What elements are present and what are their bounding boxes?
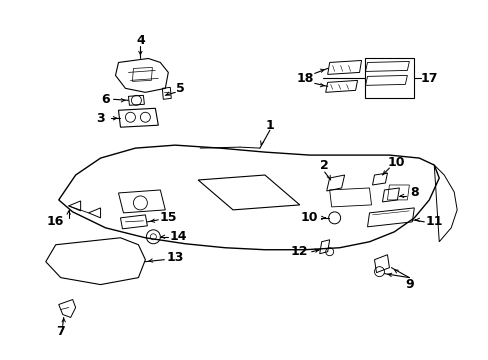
Text: 1: 1 bbox=[265, 119, 274, 132]
Text: 15: 15 bbox=[159, 211, 177, 224]
Text: 5: 5 bbox=[176, 82, 184, 95]
Text: 13: 13 bbox=[166, 251, 183, 264]
Text: 9: 9 bbox=[404, 278, 413, 291]
Text: 18: 18 bbox=[295, 72, 313, 85]
Text: 14: 14 bbox=[169, 230, 186, 243]
Text: 7: 7 bbox=[56, 325, 65, 338]
Text: 17: 17 bbox=[420, 72, 437, 85]
Text: 6: 6 bbox=[101, 93, 110, 106]
Text: 2: 2 bbox=[320, 158, 328, 172]
Bar bbox=[364, 58, 413, 98]
Text: 16: 16 bbox=[47, 215, 64, 228]
Text: 10: 10 bbox=[387, 156, 405, 168]
Text: 8: 8 bbox=[409, 186, 418, 199]
Text: 3: 3 bbox=[96, 112, 104, 125]
Text: 10: 10 bbox=[301, 211, 318, 224]
Text: 12: 12 bbox=[290, 245, 308, 258]
Text: 11: 11 bbox=[425, 215, 442, 228]
Text: 4: 4 bbox=[136, 34, 144, 47]
